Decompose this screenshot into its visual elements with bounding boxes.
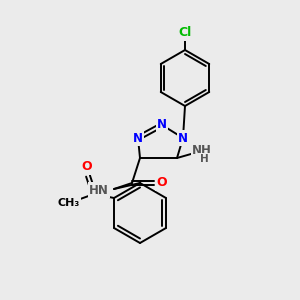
Text: H: H [200, 154, 208, 164]
Text: O: O [157, 176, 167, 190]
Text: N: N [178, 131, 188, 145]
Text: CH₃: CH₃ [58, 198, 80, 208]
Text: N: N [133, 131, 143, 145]
Text: HN: HN [89, 184, 109, 196]
Text: NH: NH [192, 145, 212, 158]
Text: O: O [82, 160, 92, 173]
Text: Cl: Cl [178, 26, 192, 40]
Text: N: N [157, 118, 167, 131]
